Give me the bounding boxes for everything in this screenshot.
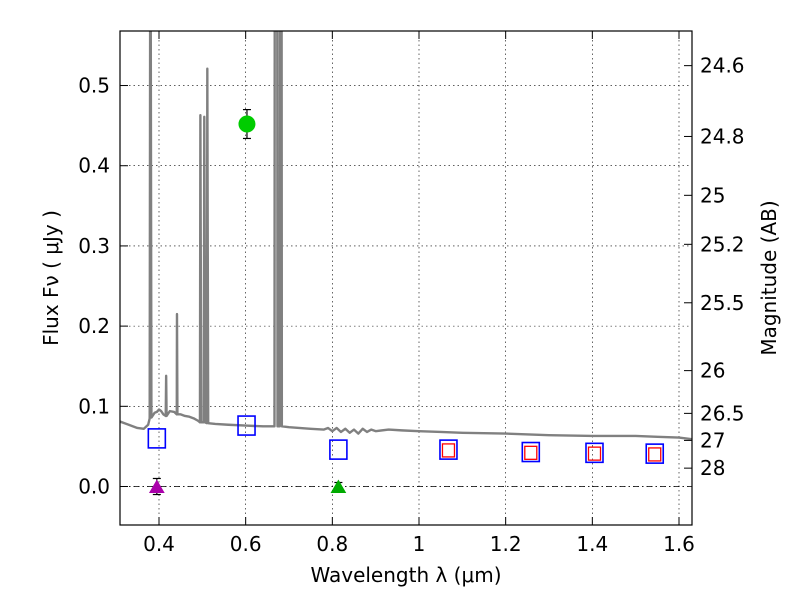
series-layer [120,31,692,496]
data-point-small-square [524,445,538,460]
y-axis-label: Flux Fν ( μJy ) [39,210,63,346]
x-tick-label: 1.2 [490,532,522,556]
data-point-small-square [587,446,602,461]
data-point-circle [238,115,256,133]
right-tick-label: 28 [700,456,725,480]
x-tick-label: 0.4 [143,532,175,556]
right-tick-label: 25.2 [700,232,745,256]
axis-ticks: 0.4 0.6 0.8 1 1.2 1.4 1.6 0.0 0.1 0.2 0.3 0.4 0.5 24.… [78,31,745,556]
x-tick-label: 0.6 [230,532,262,556]
y-tick-label: 0.5 [78,74,110,98]
y-tick-label: 0.3 [78,234,110,258]
data-point-square [645,443,665,464]
y-tick-label: 0.0 [78,475,110,499]
right-tick-label: 27 [700,428,725,452]
data-point-square [439,439,458,460]
x-tick-label: 1.6 [663,532,695,556]
data-point-square [585,442,604,464]
x-axis-label: Wavelength λ (μm) [310,563,501,587]
right-tick-label: 24.8 [700,124,745,148]
y-tick-label: 0.1 [78,394,110,418]
y-tick-label: 0.4 [78,154,110,178]
x-tick-label: 1 [413,532,426,556]
x-tick-label: 0.8 [316,532,348,556]
right-tick-label: 25.5 [700,291,745,315]
y-tick-label: 0.2 [78,314,110,338]
right-axis-label: Magnitude (AB) [757,200,781,355]
data-point-triangle [148,479,165,494]
right-tick-label: 25 [700,183,725,207]
data-point-square [147,428,167,449]
data-point-square [521,441,541,463]
data-point-small-square [441,443,456,458]
data-point-small-square [648,447,662,462]
data-point-triangle [330,479,347,494]
data-point-square [237,415,256,436]
x-tick-label: 1.4 [576,532,608,556]
data-point-square [329,439,348,460]
right-tick-label: 24.6 [700,54,745,78]
right-tick-label: 26.5 [700,401,745,425]
right-tick-label: 26 [700,359,725,383]
plot-frame [119,30,693,526]
spectrum-line [120,31,692,441]
